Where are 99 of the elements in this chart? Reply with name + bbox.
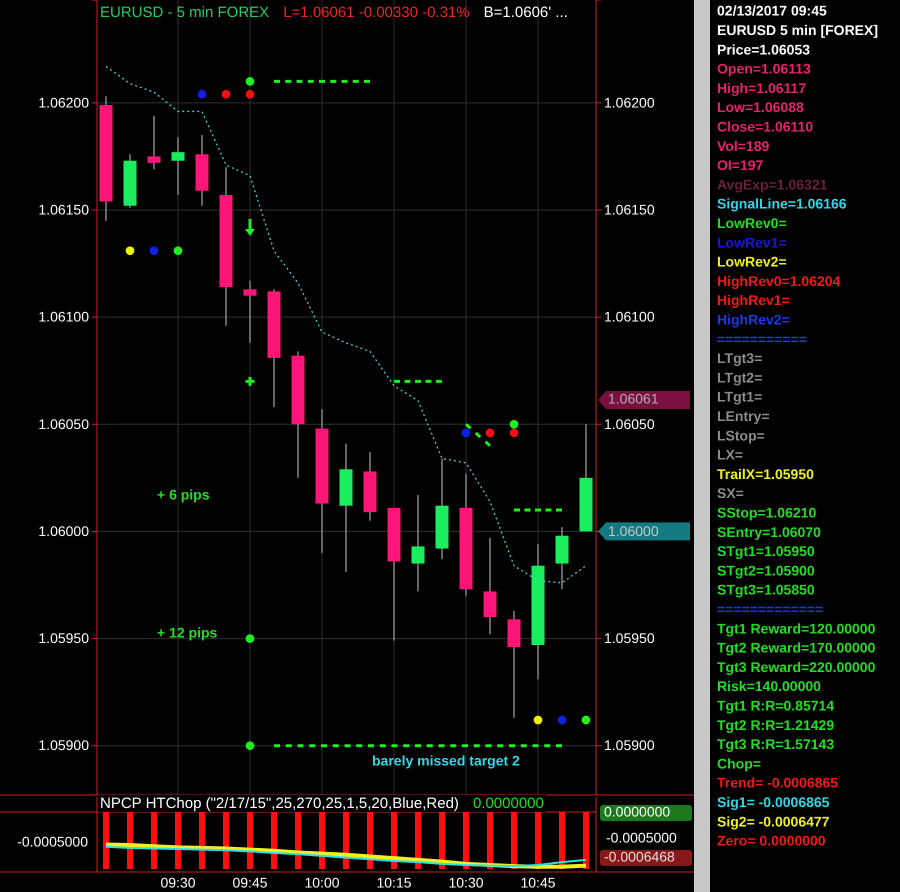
y2-tick-label: 1.05900 [604, 737, 655, 754]
text: Tgt2 R:R=1.21429 [717, 716, 834, 733]
point [174, 246, 182, 256]
text: STgt3=1.05850 [717, 582, 815, 598]
text: HighRev2= [717, 312, 790, 328]
chart-subtitle: 0.0000000 [472, 794, 544, 812]
text: LTgt1= [717, 388, 762, 405]
text: Tgt1 R:R=0.85714 [717, 698, 834, 714]
line-series [105, 66, 587, 584]
y2-tick-label: 1.06150 [604, 201, 655, 218]
text: Sig2= -0.0006477 [717, 813, 830, 830]
y2-tick-label: 1.06000 [608, 522, 659, 539]
text: SX= [717, 485, 744, 502]
candlestick [412, 494, 424, 592]
y-tick-label: 1.05900 [38, 737, 90, 754]
chart-subtitle: L=1.06061 -0.00330 -0.31% [283, 4, 470, 21]
y-tick-label: 1.06200 [38, 94, 90, 110]
text: 02/13/2017 09:45 [717, 2, 827, 19]
x-tick-label: 10:15 [376, 874, 412, 891]
text: Tgt3 Reward=220.00000 [717, 658, 876, 675]
text: Risk=140.00000 [717, 678, 822, 694]
text: Low=1.06088 [717, 99, 804, 116]
text: EURUSD 5 min [FOREX] [717, 22, 878, 38]
text: Vol=189 [717, 138, 770, 154]
text: -0.0005000 [606, 830, 678, 846]
x-tick-label: 09:30 [160, 874, 196, 891]
text: LStop= [717, 427, 765, 444]
text: -0.0005000 [17, 834, 88, 850]
text: Zero= 0.0000000 [717, 832, 826, 849]
text: SignalLine=1.06166 [717, 196, 847, 212]
text: STgt1=1.05950 [717, 543, 815, 560]
point [510, 428, 518, 438]
chart-title: EURUSD - 5 min FOREX [100, 4, 270, 21]
point [150, 246, 158, 256]
text: High=1.06117 [717, 80, 806, 96]
point [486, 428, 494, 438]
point [510, 420, 518, 429]
point [246, 90, 254, 99]
y-tick-label: 1.06150 [38, 201, 90, 218]
text: STgt2=1.05900 [717, 562, 815, 578]
text: SEntry=1.06070 [717, 524, 822, 540]
y2-tick-label: 1.05950 [604, 630, 655, 646]
point [246, 77, 254, 86]
y2-tick-label: 1.06200 [604, 94, 655, 110]
y2-tick-label: 1.06050 [604, 416, 655, 432]
text: LEntry= [717, 408, 770, 424]
y-tick-label: 1.05950 [38, 630, 90, 646]
text: HighRev1= [717, 292, 790, 308]
text: 0.0000000 [604, 804, 670, 820]
text: OI=197 [717, 157, 764, 174]
annotation: barely missed target 2 [372, 752, 520, 769]
text: Close=1.06110 [717, 118, 814, 135]
y-tick-label: 1.06050 [38, 416, 90, 432]
candlestick [244, 280, 256, 344]
point [246, 634, 254, 643]
point [222, 90, 230, 99]
text: Sig1= -0.0006865 [717, 794, 830, 810]
text: LowRev1= [717, 234, 787, 250]
y2-tick-label: 1.06100 [604, 308, 655, 325]
text: LowRev2= [717, 254, 787, 270]
point [558, 716, 566, 724]
x-tick-label: 10:45 [520, 874, 556, 891]
x-tick-label: 09:45 [232, 874, 268, 891]
text: TrailX=1.05950 [717, 466, 814, 482]
x-tick-label: 10:30 [448, 874, 484, 891]
text: LowRev0= [717, 215, 787, 232]
text: 1.06061 [608, 390, 659, 407]
text: Tgt3 R:R=1.57143 [717, 736, 834, 752]
point [126, 246, 134, 256]
text: -0.0006468 [604, 848, 676, 865]
text: HighRev0=1.06204 [717, 272, 841, 289]
text: SStop=1.06210 [717, 504, 816, 521]
y-tick-label: 1.06000 [38, 522, 90, 539]
text: Tgt2 Reward=170.00000 [717, 640, 876, 656]
point [534, 716, 542, 724]
annotation: B=1.0606' ... [484, 4, 568, 21]
text: Chop= [717, 755, 761, 772]
text: Price=1.06053 [717, 41, 810, 58]
y-tick-label: 1.06100 [38, 308, 90, 325]
point [246, 376, 254, 386]
x-tick-label: 10:00 [304, 874, 340, 891]
point [582, 716, 590, 724]
text: AvgExp=1.06321 [717, 176, 828, 192]
annotation: + 12 pips [157, 624, 218, 641]
candlestick [172, 136, 184, 196]
text: LTgt3= [717, 350, 762, 366]
text: Tgt1 Reward=120.00000 [717, 620, 876, 636]
point [246, 741, 254, 750]
text: Open=1.06113 [717, 60, 812, 77]
text: ============= [717, 601, 824, 618]
text: LX= [717, 446, 744, 463]
point [462, 428, 470, 438]
candlestick [148, 115, 160, 170]
point [198, 90, 206, 99]
text: =========== [717, 330, 807, 347]
chart-title: NPCP HTChop ("2/17/15",25,270,25,1,5,20,Blue,Red) [100, 794, 459, 812]
text: Trend= -0.0006865 [717, 774, 838, 791]
annotation: + 6 pips [157, 486, 210, 503]
text: LTgt2= [717, 369, 762, 386]
